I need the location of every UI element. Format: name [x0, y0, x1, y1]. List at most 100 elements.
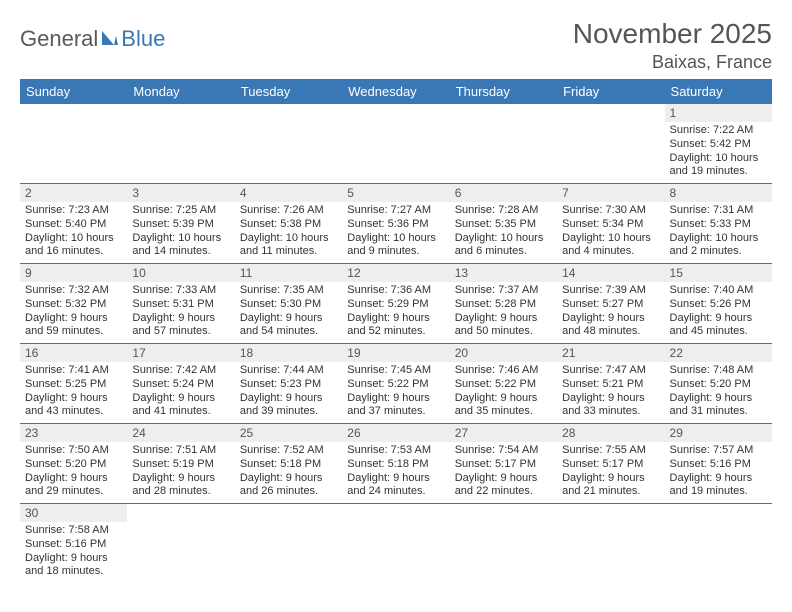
sunrise-text: Sunrise: 7:53 AM [347, 444, 444, 458]
day-details: Sunrise: 7:54 AMSunset: 5:17 PMDaylight:… [450, 442, 557, 503]
daylight-text: Daylight: 9 hours and 33 minutes. [562, 392, 659, 420]
calendar-cell [342, 504, 449, 584]
sunset-text: Sunset: 5:16 PM [25, 538, 122, 552]
weekday-header: Thursday [450, 79, 557, 104]
calendar-cell: 21Sunrise: 7:47 AMSunset: 5:21 PMDayligh… [557, 344, 664, 424]
sunset-text: Sunset: 5:22 PM [347, 378, 444, 392]
sunrise-text: Sunrise: 7:37 AM [455, 284, 552, 298]
day-number: 5 [342, 184, 449, 202]
calendar-cell: 23Sunrise: 7:50 AMSunset: 5:20 PMDayligh… [20, 424, 127, 504]
day-number: 28 [557, 424, 664, 442]
day-details: Sunrise: 7:22 AMSunset: 5:42 PMDaylight:… [665, 122, 772, 183]
calendar-cell [235, 104, 342, 184]
sunrise-text: Sunrise: 7:35 AM [240, 284, 337, 298]
day-details: Sunrise: 7:50 AMSunset: 5:20 PMDaylight:… [20, 442, 127, 503]
sunrise-text: Sunrise: 7:47 AM [562, 364, 659, 378]
day-details: Sunrise: 7:47 AMSunset: 5:21 PMDaylight:… [557, 362, 664, 423]
calendar-cell: 10Sunrise: 7:33 AMSunset: 5:31 PMDayligh… [127, 264, 234, 344]
calendar-cell: 7Sunrise: 7:30 AMSunset: 5:34 PMDaylight… [557, 184, 664, 264]
daylight-text: Daylight: 9 hours and 59 minutes. [25, 312, 122, 340]
calendar-cell: 28Sunrise: 7:55 AMSunset: 5:17 PMDayligh… [557, 424, 664, 504]
day-number: 27 [450, 424, 557, 442]
day-details: Sunrise: 7:23 AMSunset: 5:40 PMDaylight:… [20, 202, 127, 263]
sunrise-text: Sunrise: 7:39 AM [562, 284, 659, 298]
daylight-text: Daylight: 10 hours and 9 minutes. [347, 232, 444, 260]
sunrise-text: Sunrise: 7:55 AM [562, 444, 659, 458]
calendar-cell [342, 104, 449, 184]
day-details: Sunrise: 7:39 AMSunset: 5:27 PMDaylight:… [557, 282, 664, 343]
sunrise-text: Sunrise: 7:32 AM [25, 284, 122, 298]
day-details: Sunrise: 7:57 AMSunset: 5:16 PMDaylight:… [665, 442, 772, 503]
sunrise-text: Sunrise: 7:27 AM [347, 204, 444, 218]
day-number: 15 [665, 264, 772, 282]
sunrise-text: Sunrise: 7:44 AM [240, 364, 337, 378]
sunset-text: Sunset: 5:29 PM [347, 298, 444, 312]
day-number: 12 [342, 264, 449, 282]
daylight-text: Daylight: 9 hours and 26 minutes. [240, 472, 337, 500]
calendar-cell: 16Sunrise: 7:41 AMSunset: 5:25 PMDayligh… [20, 344, 127, 424]
daylight-text: Daylight: 9 hours and 37 minutes. [347, 392, 444, 420]
brand-part2: Blue [121, 26, 165, 52]
day-details: Sunrise: 7:28 AMSunset: 5:35 PMDaylight:… [450, 202, 557, 263]
sunrise-text: Sunrise: 7:25 AM [132, 204, 229, 218]
day-number: 29 [665, 424, 772, 442]
sunset-text: Sunset: 5:33 PM [670, 218, 767, 232]
sunrise-text: Sunrise: 7:48 AM [670, 364, 767, 378]
sunrise-text: Sunrise: 7:33 AM [132, 284, 229, 298]
day-details: Sunrise: 7:45 AMSunset: 5:22 PMDaylight:… [342, 362, 449, 423]
day-number: 23 [20, 424, 127, 442]
sunset-text: Sunset: 5:22 PM [455, 378, 552, 392]
calendar-cell: 5Sunrise: 7:27 AMSunset: 5:36 PMDaylight… [342, 184, 449, 264]
calendar-cell: 18Sunrise: 7:44 AMSunset: 5:23 PMDayligh… [235, 344, 342, 424]
calendar-cell: 22Sunrise: 7:48 AMSunset: 5:20 PMDayligh… [665, 344, 772, 424]
sunrise-text: Sunrise: 7:52 AM [240, 444, 337, 458]
sunrise-text: Sunrise: 7:26 AM [240, 204, 337, 218]
sunset-text: Sunset: 5:16 PM [670, 458, 767, 472]
calendar-cell: 30Sunrise: 7:58 AMSunset: 5:16 PMDayligh… [20, 504, 127, 584]
calendar-week: 1Sunrise: 7:22 AMSunset: 5:42 PMDaylight… [20, 104, 772, 184]
sunrise-text: Sunrise: 7:57 AM [670, 444, 767, 458]
day-number: 16 [20, 344, 127, 362]
sunset-text: Sunset: 5:18 PM [240, 458, 337, 472]
day-details: Sunrise: 7:36 AMSunset: 5:29 PMDaylight:… [342, 282, 449, 343]
daylight-text: Daylight: 9 hours and 48 minutes. [562, 312, 659, 340]
day-number: 22 [665, 344, 772, 362]
day-details: Sunrise: 7:42 AMSunset: 5:24 PMDaylight:… [127, 362, 234, 423]
day-number: 8 [665, 184, 772, 202]
sunset-text: Sunset: 5:40 PM [25, 218, 122, 232]
daylight-text: Daylight: 10 hours and 6 minutes. [455, 232, 552, 260]
brand-logo: GeneralBlue [20, 18, 165, 52]
sunset-text: Sunset: 5:26 PM [670, 298, 767, 312]
calendar-cell: 17Sunrise: 7:42 AMSunset: 5:24 PMDayligh… [127, 344, 234, 424]
day-details: Sunrise: 7:58 AMSunset: 5:16 PMDaylight:… [20, 522, 127, 583]
calendar-week: 30Sunrise: 7:58 AMSunset: 5:16 PMDayligh… [20, 504, 772, 584]
daylight-text: Daylight: 10 hours and 14 minutes. [132, 232, 229, 260]
calendar-cell: 27Sunrise: 7:54 AMSunset: 5:17 PMDayligh… [450, 424, 557, 504]
weekday-header: Sunday [20, 79, 127, 104]
calendar-cell: 20Sunrise: 7:46 AMSunset: 5:22 PMDayligh… [450, 344, 557, 424]
sunrise-text: Sunrise: 7:23 AM [25, 204, 122, 218]
day-details: Sunrise: 7:48 AMSunset: 5:20 PMDaylight:… [665, 362, 772, 423]
day-number: 6 [450, 184, 557, 202]
calendar-cell [235, 504, 342, 584]
day-number: 21 [557, 344, 664, 362]
sunrise-text: Sunrise: 7:28 AM [455, 204, 552, 218]
sunrise-text: Sunrise: 7:40 AM [670, 284, 767, 298]
daylight-text: Daylight: 9 hours and 31 minutes. [670, 392, 767, 420]
calendar-cell: 4Sunrise: 7:26 AMSunset: 5:38 PMDaylight… [235, 184, 342, 264]
sunrise-text: Sunrise: 7:30 AM [562, 204, 659, 218]
daylight-text: Daylight: 10 hours and 11 minutes. [240, 232, 337, 260]
daylight-text: Daylight: 9 hours and 45 minutes. [670, 312, 767, 340]
sunrise-text: Sunrise: 7:54 AM [455, 444, 552, 458]
sunset-text: Sunset: 5:28 PM [455, 298, 552, 312]
sunset-text: Sunset: 5:24 PM [132, 378, 229, 392]
sunrise-text: Sunrise: 7:50 AM [25, 444, 122, 458]
sunset-text: Sunset: 5:25 PM [25, 378, 122, 392]
calendar-cell [20, 104, 127, 184]
sunrise-text: Sunrise: 7:36 AM [347, 284, 444, 298]
day-number: 30 [20, 504, 127, 522]
calendar-cell [557, 504, 664, 584]
day-details: Sunrise: 7:26 AMSunset: 5:38 PMDaylight:… [235, 202, 342, 263]
daylight-text: Daylight: 9 hours and 41 minutes. [132, 392, 229, 420]
day-details: Sunrise: 7:32 AMSunset: 5:32 PMDaylight:… [20, 282, 127, 343]
